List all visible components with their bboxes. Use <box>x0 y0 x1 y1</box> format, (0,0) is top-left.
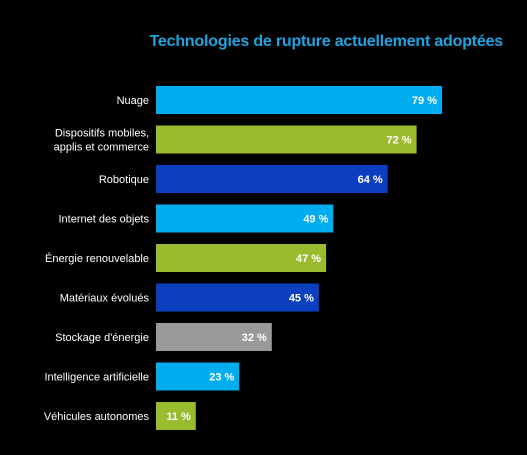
bar <box>156 362 240 391</box>
category-label: Intelligence artificielle <box>44 372 149 384</box>
category-label: Robotique <box>99 174 149 186</box>
category-label: Dispositifs mobiles, applis et commerce <box>54 128 149 154</box>
category-label: Énergie renouvelable <box>45 252 149 265</box>
bar <box>156 125 417 154</box>
category-label: Nuage <box>117 95 149 107</box>
data-label: 11 % <box>166 411 191 423</box>
data-label: 49 % <box>303 214 328 226</box>
data-label: 47 % <box>296 253 321 265</box>
category-label: Véhicules autonomes <box>44 411 150 423</box>
bar <box>156 283 319 312</box>
data-label: 72 % <box>387 135 412 147</box>
data-label: 23 % <box>209 372 234 384</box>
bar <box>156 244 327 272</box>
bar <box>156 402 196 430</box>
bar <box>156 204 334 233</box>
bar <box>156 86 442 114</box>
category-label: Stockage d'énergie <box>55 332 149 344</box>
category-label: Internet des objets <box>58 214 149 226</box>
data-label: 32 % <box>242 332 267 344</box>
data-label: 45 % <box>289 293 314 305</box>
category-label: Matériaux évolués <box>60 293 150 305</box>
bar <box>156 165 388 193</box>
chart-title: Technologies de rupture actuellement ado… <box>149 33 504 50</box>
data-label: 79 % <box>412 95 437 107</box>
bar <box>156 323 272 351</box>
data-label: 64 % <box>358 174 383 186</box>
